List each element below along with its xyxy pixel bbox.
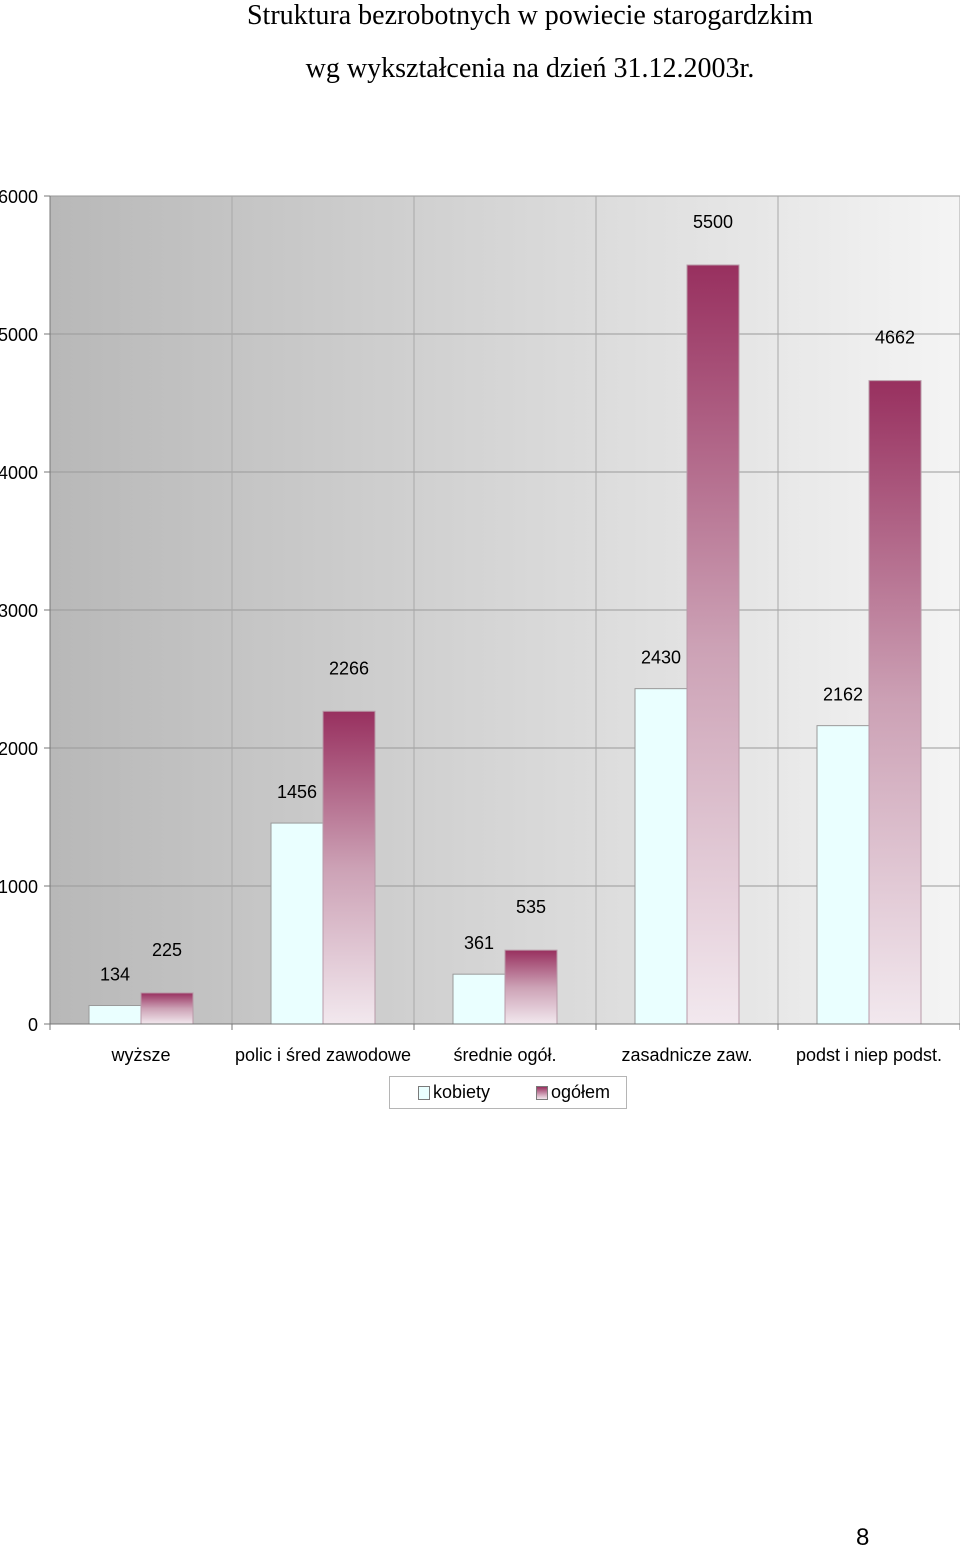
bar-kobiety-1 — [270, 822, 324, 1025]
legend-swatch-ogolem — [536, 1085, 548, 1100]
x-category-label: zasadnicze zaw. — [621, 1045, 752, 1065]
bar-kobiety-4 — [816, 725, 870, 1025]
bar-chart: 134 225 wyższe 1456 2266 polic i śred zawodow… — [0, 187, 960, 1065]
bar-ogolem-2 — [504, 949, 558, 1025]
legend-swatch-kobiety — [418, 1085, 430, 1100]
legend-item-kobiety: kobiety — [418, 1082, 490, 1103]
legend-label-kobiety: kobiety — [433, 1082, 491, 1102]
bar-ogolem-4 — [868, 380, 922, 1025]
data-label-ogolem: 5500 — [693, 212, 733, 232]
data-label-ogolem: 225 — [152, 940, 182, 960]
y-tick-label: 6000 — [0, 187, 38, 207]
x-category-label: wyższe — [110, 1045, 170, 1065]
bar-kobiety-3 — [634, 688, 688, 1025]
data-label-kobiety: 2430 — [641, 648, 681, 668]
data-label-ogolem: 535 — [516, 897, 546, 917]
y-tick-label: 1000 — [0, 877, 38, 897]
data-label-kobiety: 134 — [100, 965, 130, 985]
data-label-kobiety: 2162 — [823, 685, 863, 705]
data-label-kobiety: 361 — [464, 933, 494, 953]
bar-kobiety-2 — [452, 973, 506, 1025]
page-number: 8 — [856, 1524, 870, 1551]
y-tick-label: 0 — [28, 1015, 38, 1035]
y-tick-label: 3000 — [0, 601, 38, 621]
chart-title-line1: Struktura bezrobotnych w powiecie starog… — [246, 0, 814, 31]
bar-ogolem-0 — [140, 992, 194, 1025]
data-label-ogolem: 2266 — [329, 658, 369, 678]
y-tick-label: 2000 — [0, 739, 38, 759]
y-tick-label: 5000 — [0, 325, 38, 345]
x-category-label: średnie ogół. — [453, 1045, 556, 1065]
legend: kobiety ogółem — [389, 1076, 627, 1109]
data-label-ogolem: 4662 — [875, 328, 915, 348]
x-category-label: polic i śred zawodowe — [235, 1045, 411, 1065]
legend-item-ogolem: ogółem — [536, 1082, 610, 1103]
bar-ogolem-1 — [322, 710, 376, 1025]
legend-label-ogolem: ogółem — [551, 1082, 611, 1102]
chart-title-line2: wg wykształcenia na dzień 31.12.2003r. — [305, 53, 755, 84]
bar-kobiety-0 — [88, 1005, 142, 1025]
y-tick-label: 4000 — [0, 463, 38, 483]
data-label-kobiety: 1456 — [277, 782, 317, 802]
x-category-label: podst i niep podst. — [796, 1045, 942, 1065]
bar-ogolem-3 — [686, 264, 740, 1025]
